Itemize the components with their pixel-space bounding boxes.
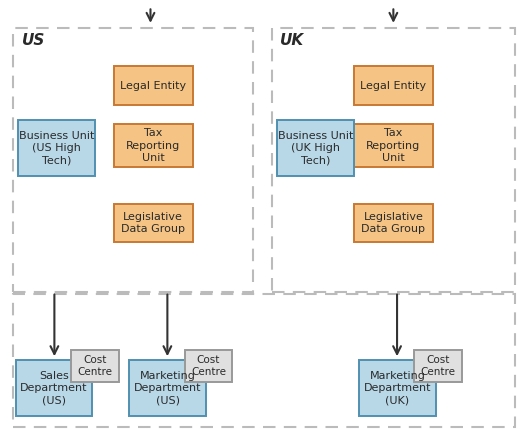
FancyBboxPatch shape bbox=[16, 360, 92, 416]
Text: Business Unit
(US High
Tech): Business Unit (US High Tech) bbox=[19, 130, 95, 166]
Text: Cost
Centre: Cost Centre bbox=[421, 354, 456, 377]
FancyBboxPatch shape bbox=[414, 350, 462, 382]
FancyBboxPatch shape bbox=[114, 124, 193, 167]
Text: Sales
Department
(US): Sales Department (US) bbox=[21, 371, 88, 406]
Text: Cost
Centre: Cost Centre bbox=[78, 354, 112, 377]
FancyBboxPatch shape bbox=[129, 360, 206, 416]
Text: Cost
Centre: Cost Centre bbox=[191, 354, 226, 377]
FancyBboxPatch shape bbox=[354, 66, 433, 105]
Text: Legislative
Data Group: Legislative Data Group bbox=[121, 212, 185, 234]
Text: Tax
Reporting
Unit: Tax Reporting Unit bbox=[126, 128, 180, 163]
Bar bbox=[272, 28, 515, 292]
FancyBboxPatch shape bbox=[359, 360, 436, 416]
FancyBboxPatch shape bbox=[114, 204, 193, 242]
Text: Legal Entity: Legal Entity bbox=[360, 81, 427, 91]
Text: Tax
Reporting
Unit: Tax Reporting Unit bbox=[366, 128, 420, 163]
FancyBboxPatch shape bbox=[114, 66, 193, 105]
Text: Legal Entity: Legal Entity bbox=[120, 81, 186, 91]
Bar bbox=[13, 294, 515, 427]
Text: US: US bbox=[22, 33, 45, 48]
Text: Marketing
Department
(US): Marketing Department (US) bbox=[134, 371, 201, 406]
Bar bbox=[13, 28, 253, 292]
FancyBboxPatch shape bbox=[354, 204, 433, 242]
FancyBboxPatch shape bbox=[354, 124, 433, 167]
FancyBboxPatch shape bbox=[71, 350, 119, 382]
FancyBboxPatch shape bbox=[185, 350, 232, 382]
Text: Marketing
Department
(UK): Marketing Department (UK) bbox=[364, 371, 431, 406]
Text: UK: UK bbox=[280, 33, 304, 48]
Text: Legislative
Data Group: Legislative Data Group bbox=[361, 212, 426, 234]
FancyBboxPatch shape bbox=[18, 120, 95, 176]
Text: Business Unit
(UK High
Tech): Business Unit (UK High Tech) bbox=[278, 130, 353, 166]
FancyBboxPatch shape bbox=[277, 120, 354, 176]
